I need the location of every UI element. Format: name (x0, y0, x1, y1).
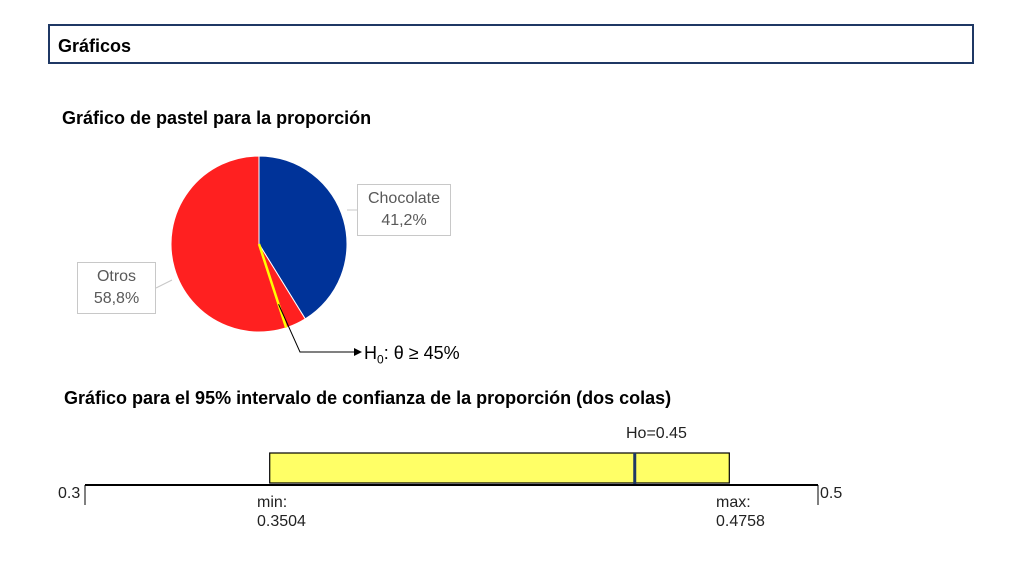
pie-slice-otros (170, 155, 306, 333)
hypothesis-annotation: H0: θ ≥ 45% (364, 343, 460, 367)
interval-max-label: max: 0.4758 (716, 493, 765, 531)
interval-bar (269, 452, 730, 484)
hypothesis-subscript: 0 (377, 352, 384, 367)
interval-min-label: min: 0.3504 (257, 493, 306, 531)
interval-chart-title: Gráfico para el 95% intervalo de confian… (64, 388, 672, 408)
pie-chart (155, 155, 362, 356)
interval-max-caption: max: (716, 494, 751, 511)
interval-min-caption: min: (257, 494, 288, 511)
axis-min-label: 0.3 (58, 485, 81, 502)
hypothesis-prefix: H (364, 343, 377, 363)
hypothesis-text: : θ ≥ 45% (383, 343, 460, 363)
chocolate-label: Chocolate (367, 190, 441, 207)
pie-chart-title: Gráfico de pastel para la proporción (62, 108, 372, 128)
chocolate-data-label: Chocolate 41,2% (357, 184, 451, 236)
chocolate-value: 41,2% (381, 212, 427, 229)
interval-min-value: 0.3504 (257, 513, 306, 530)
interval-chart (84, 452, 819, 505)
hypothesis-arrow-head (354, 348, 362, 356)
otros-data-label: Otros 58,8% (77, 262, 156, 314)
header-title: Gráficos (58, 36, 132, 56)
axis-max-label: 0.5 (820, 485, 843, 502)
pie-slice-chocolate (258, 155, 348, 320)
otros-value: 58,8% (93, 290, 140, 307)
callout-stub-otros (155, 279, 173, 289)
hypothesis-value-label: Ho=0.45 (626, 425, 687, 442)
header-box: Gráficos (48, 24, 974, 64)
hypothesis-leader-line (278, 304, 356, 353)
pie-reference-line (257, 243, 288, 329)
otros-label: Otros (96, 268, 137, 285)
interval-max-value: 0.4758 (716, 513, 765, 530)
